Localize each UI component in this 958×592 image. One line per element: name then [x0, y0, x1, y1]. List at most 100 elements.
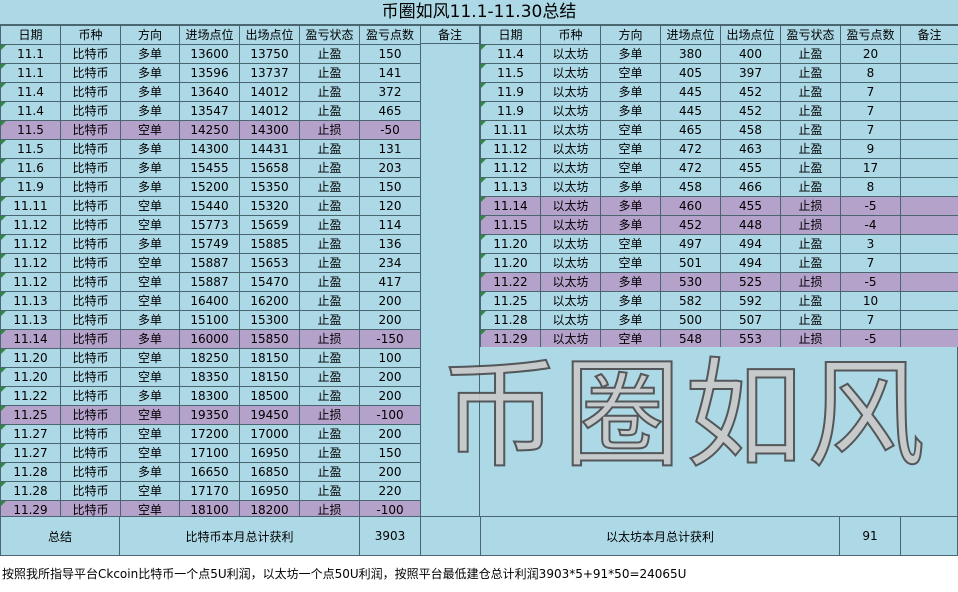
cell-dir: 空单 [120, 253, 180, 273]
cell-entry: 405 [660, 63, 721, 83]
cell-date: 11.4 [480, 44, 541, 64]
cell-dir: 多单 [120, 177, 180, 197]
cell-entry: 458 [660, 177, 721, 197]
cell-status: 止损 [299, 405, 360, 425]
cell-date: 11.15 [480, 215, 541, 235]
cell-date: 11.20 [480, 234, 541, 254]
cell-status: 止盈 [299, 367, 360, 387]
cell-status: 止盈 [299, 291, 360, 311]
cell-status: 止损 [299, 329, 360, 349]
cell-points: 200 [359, 310, 421, 330]
cell-date: 11.22 [0, 386, 61, 406]
cell-status: 止盈 [299, 196, 360, 216]
cell-entry: 445 [660, 82, 721, 102]
cell-date: 11.5 [0, 139, 61, 159]
cell-exit: 15850 [239, 329, 300, 349]
cell-exit: 14012 [239, 82, 300, 102]
cell-points: 136 [359, 234, 421, 254]
cell-points: 120 [359, 196, 421, 216]
cell-points: 7 [840, 82, 901, 102]
cell-exit: 16200 [239, 291, 300, 311]
cell-points: 141 [359, 63, 421, 83]
table-row: 11.5 以太坊 空单 405 397 止盈 8 [480, 63, 958, 83]
cell-exit: 15653 [239, 253, 300, 273]
cell-coin: 以太坊 [540, 215, 601, 235]
empty-area [480, 347, 958, 516]
cell-exit: 16950 [239, 443, 300, 463]
cell-coin: 比特币 [60, 348, 121, 368]
cell-dir: 空单 [120, 196, 180, 216]
cell-dir: 多单 [600, 291, 661, 311]
table-row: 11.4 以太坊 多单 380 400 止盈 20 [480, 44, 958, 64]
cell-coin: 比特币 [60, 101, 121, 121]
cell-status: 止盈 [780, 310, 841, 330]
cell-coin: 比特币 [60, 405, 121, 425]
cell-date: 11.6 [0, 158, 61, 178]
column-header: 方向 [120, 25, 180, 45]
cell-remark [900, 139, 958, 159]
cell-exit: 15885 [239, 234, 300, 254]
table-row: 11.1 比特币 多单 13600 13750 止盈 150 [0, 44, 421, 64]
table-row: 11.12 以太坊 空单 472 455 止盈 17 [480, 158, 958, 178]
table-row: 11.28 比特币 空单 17170 16950 止盈 220 [0, 481, 421, 501]
cell-status: 止盈 [299, 253, 360, 273]
cell-remark [900, 120, 958, 140]
cell-dir: 空单 [600, 139, 661, 159]
cell-status: 止损 [780, 196, 841, 216]
table-row: 11.12 比特币 空单 15887 15470 止盈 417 [0, 272, 421, 292]
cell-coin: 比特币 [60, 82, 121, 102]
cell-points: 150 [359, 44, 421, 64]
cell-coin: 比特币 [60, 234, 121, 254]
cell-date: 11.27 [0, 443, 61, 463]
cell-exit: 507 [720, 310, 781, 330]
table-row: 11.27 比特币 空单 17100 16950 止盈 150 [0, 443, 421, 463]
cell-coin: 比特币 [60, 215, 121, 235]
cell-status: 止盈 [299, 82, 360, 102]
cell-entry: 380 [660, 44, 721, 64]
cell-date: 11.25 [0, 405, 61, 425]
table-row: 11.13 比特币 空单 16400 16200 止盈 200 [0, 291, 421, 311]
cell-status: 止盈 [780, 63, 841, 83]
table-row: 11.1 比特币 多单 13596 13737 止盈 141 [0, 63, 421, 83]
cell-points: 7 [840, 310, 901, 330]
cell-date: 11.4 [0, 82, 61, 102]
cell-dir: 多单 [120, 63, 180, 83]
cell-points: 8 [840, 63, 901, 83]
cell-exit: 19450 [239, 405, 300, 425]
cell-status: 止盈 [299, 386, 360, 406]
table-row: 11.22 以太坊 多单 530 525 止损 -5 [480, 272, 958, 292]
cell-status: 止损 [299, 120, 360, 140]
cell-dir: 多单 [120, 139, 180, 159]
cell-date: 11.25 [480, 291, 541, 311]
cell-date: 11.13 [480, 177, 541, 197]
cell-coin: 以太坊 [540, 329, 601, 349]
cell-status: 止盈 [299, 272, 360, 292]
cell-date: 11.28 [480, 310, 541, 330]
cell-dir: 多单 [120, 82, 180, 102]
table-row: 11.27 比特币 空单 17200 17000 止盈 200 [0, 424, 421, 444]
cell-coin: 以太坊 [540, 44, 601, 64]
cell-entry: 15440 [179, 196, 240, 216]
cell-status: 止盈 [299, 63, 360, 83]
cell-points: 10 [840, 291, 901, 311]
cell-entry: 17100 [179, 443, 240, 463]
cell-dir: 空单 [120, 348, 180, 368]
table-row: 11.25 以太坊 多单 582 592 止盈 10 [480, 291, 958, 311]
cell-date: 11.20 [0, 367, 61, 387]
cell-exit: 14300 [239, 120, 300, 140]
table-row: 11.28 比特币 多单 16650 16850 止盈 200 [0, 462, 421, 482]
cell-dir: 多单 [600, 196, 661, 216]
cell-dir: 多单 [120, 329, 180, 349]
cell-status: 止损 [299, 500, 360, 520]
cell-entry: 16400 [179, 291, 240, 311]
cell-points: 150 [359, 177, 421, 197]
cell-coin: 比特币 [60, 291, 121, 311]
cell-date: 11.9 [0, 177, 61, 197]
cell-dir: 空单 [120, 367, 180, 387]
cell-coin: 以太坊 [540, 158, 601, 178]
table-row: 11.12 比特币 多单 15749 15885 止盈 136 [0, 234, 421, 254]
cell-status: 止盈 [780, 101, 841, 121]
cell-exit: 15300 [239, 310, 300, 330]
cell-status: 止盈 [299, 443, 360, 463]
cell-coin: 以太坊 [540, 272, 601, 292]
